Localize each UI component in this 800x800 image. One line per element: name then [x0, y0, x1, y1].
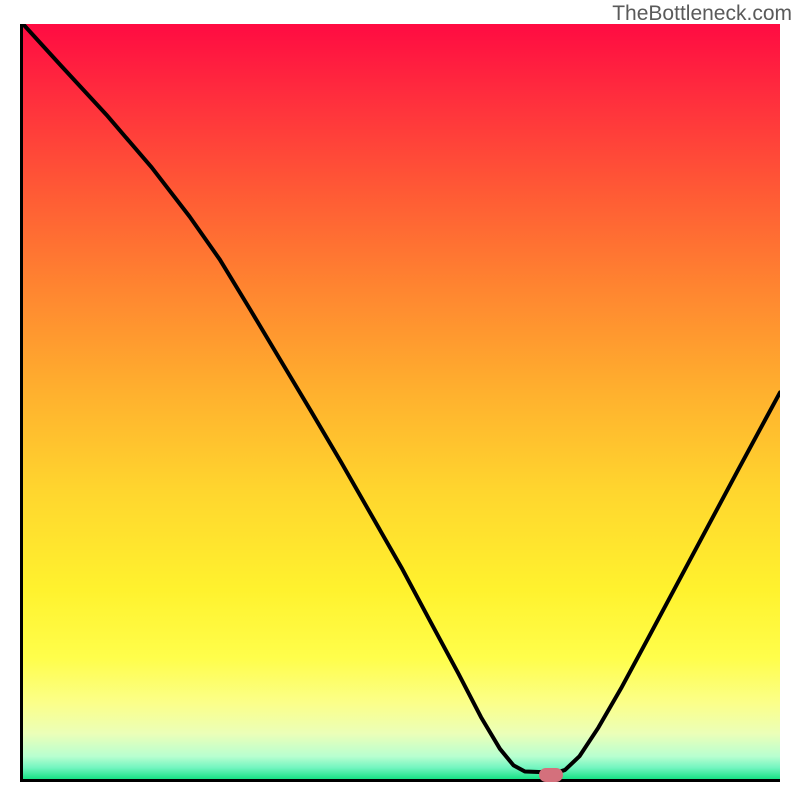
watermark-text: TheBottleneck.com [612, 2, 792, 26]
chart-plot-area [20, 24, 780, 782]
minimum-marker [539, 768, 563, 782]
chart-gradient-background [23, 24, 780, 779]
